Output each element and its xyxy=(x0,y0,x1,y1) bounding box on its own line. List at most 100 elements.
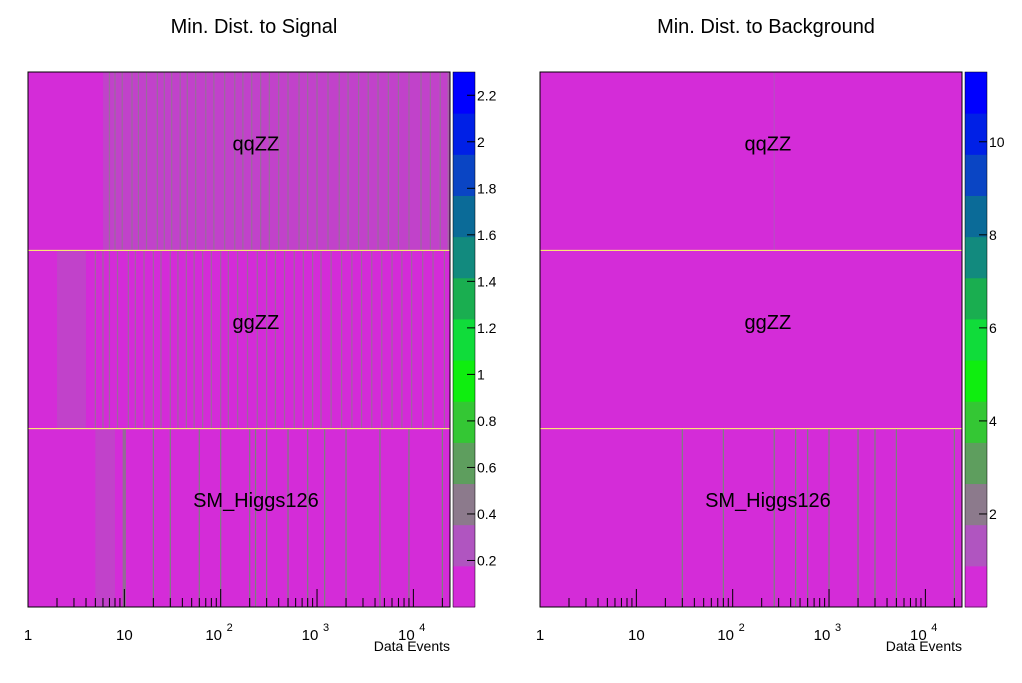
colorbar-tick-label: 8 xyxy=(989,227,997,243)
colorbar-tick-label: 6 xyxy=(989,320,997,336)
chart-title: Min. Dist. to Background xyxy=(657,16,875,38)
heatmap-stripe xyxy=(874,428,876,607)
heatmap-stripe xyxy=(195,72,197,251)
heatmap-stripe xyxy=(143,250,145,429)
colorbar-segment xyxy=(965,195,987,238)
heatmap-stripe xyxy=(828,428,830,607)
heatmap-stripe xyxy=(953,428,955,607)
x-tick-label: 10 xyxy=(205,627,222,644)
x-axis-label: Data Events xyxy=(886,638,962,654)
heatmap-stripe xyxy=(439,72,441,251)
colorbar-segment xyxy=(453,401,475,443)
heatmap-stripe xyxy=(287,72,289,251)
heatmap-stripe xyxy=(169,250,171,429)
heatmap-stripe xyxy=(795,428,797,607)
heatmap-stripe xyxy=(242,72,244,251)
heatmap-stripe xyxy=(351,250,353,429)
heatmap-stripe xyxy=(397,72,400,251)
heatmap-stripe xyxy=(152,250,154,429)
heatmap-band xyxy=(122,428,126,607)
x-tick-label: 10 xyxy=(398,627,415,644)
colorbar-segment xyxy=(965,483,987,526)
heatmap-stripe xyxy=(198,428,200,607)
x-tick-label: 10 xyxy=(910,627,927,644)
colorbar-tick-label: 4 xyxy=(989,413,997,429)
x-tick-label: 10 xyxy=(814,627,831,644)
heatmap-stripe xyxy=(807,428,809,607)
heatmap-stripe xyxy=(171,72,173,251)
heatmap-stripe xyxy=(420,72,422,251)
colorbar-tick-label: 1.8 xyxy=(477,180,497,196)
heatmap-stripe xyxy=(108,250,111,429)
colorbar-segment xyxy=(453,277,475,320)
heatmap-stripe xyxy=(227,250,229,429)
heatmap-stripe xyxy=(234,72,236,251)
heatmap-stripe xyxy=(298,72,300,251)
colorbar-segment xyxy=(965,113,987,155)
heatmap-stripe xyxy=(324,428,326,607)
x-tick-label: 1 xyxy=(24,627,32,644)
colorbar-segment xyxy=(453,360,475,402)
heatmap-stripe xyxy=(316,72,318,251)
heatmap-stripe xyxy=(160,250,162,429)
heatmap-band xyxy=(102,72,451,251)
colorbar-segment xyxy=(965,236,987,279)
heatmap-stripe xyxy=(381,250,383,429)
heatmap-stripe xyxy=(116,250,119,429)
heatmap-stripe xyxy=(341,250,343,429)
heatmap-stripe xyxy=(422,250,424,429)
colorbar-segment xyxy=(965,524,987,567)
heatmap-stripe xyxy=(237,250,239,429)
colorbar-tick-label: 0.4 xyxy=(477,506,497,522)
heatmap-stripe xyxy=(895,428,897,607)
heatmap-stripe xyxy=(246,250,249,429)
colorbar-segment xyxy=(453,565,475,608)
colorbar-segment xyxy=(965,154,987,196)
heatmap-stripe xyxy=(220,250,222,429)
heatmap-stripe xyxy=(287,428,289,607)
heatmap-stripe xyxy=(278,72,280,251)
colorbar-tick-label: 2 xyxy=(477,134,485,150)
heatmap-stripe xyxy=(163,72,165,251)
heatmap-stripe xyxy=(320,250,322,429)
heatmap-stripe xyxy=(447,72,449,251)
colorbar-tick-label: 1 xyxy=(477,366,485,382)
heatmap-stripe xyxy=(391,250,393,429)
heatmap-stripe xyxy=(401,250,403,429)
colorbar-segment xyxy=(453,318,475,361)
heatmap-stripe xyxy=(121,72,123,251)
colorbar-tick-label: 1.4 xyxy=(477,273,497,289)
heatmap-stripe xyxy=(114,72,116,251)
heatmap-stripe xyxy=(302,250,304,429)
heatmap-stripe xyxy=(441,428,443,607)
heatmap-stripe xyxy=(202,250,204,429)
heatmap-stripe xyxy=(193,250,195,429)
plot-frame xyxy=(539,71,963,608)
x-tick-exponent: 2 xyxy=(227,622,233,634)
heatmap-stripe xyxy=(185,250,187,429)
heatmap-stripe xyxy=(260,72,262,251)
heatmap-stripe xyxy=(411,250,413,429)
heatmap-stripe xyxy=(152,428,154,607)
heatmap-stripe xyxy=(327,72,329,251)
colorbar-tick-label: 0.8 xyxy=(477,413,497,429)
heatmap-stripe xyxy=(408,428,410,607)
heatmap-band xyxy=(95,428,116,607)
heatmap-stripe xyxy=(429,72,431,251)
colorbar-tick-label: 10 xyxy=(989,134,1005,150)
heatmap-stripe xyxy=(293,250,295,429)
colorbar-segment xyxy=(965,565,987,608)
colorbar-segment xyxy=(453,154,475,196)
x-tick-exponent: 2 xyxy=(739,622,745,634)
heatmap-stripe xyxy=(312,250,314,429)
chart-title: Min. Dist. to Signal xyxy=(171,16,338,38)
colorbar-tick-label: 2.2 xyxy=(477,87,497,103)
heatmap-stripe xyxy=(213,72,215,251)
colorbar-tick-label: 2 xyxy=(989,506,997,522)
heatmap-stripe xyxy=(251,72,253,251)
heatmap-stripe xyxy=(177,250,179,429)
x-tick-label: 1 xyxy=(536,627,544,644)
heatmap-stripe xyxy=(274,250,277,429)
heatmap-stripe xyxy=(137,72,140,251)
